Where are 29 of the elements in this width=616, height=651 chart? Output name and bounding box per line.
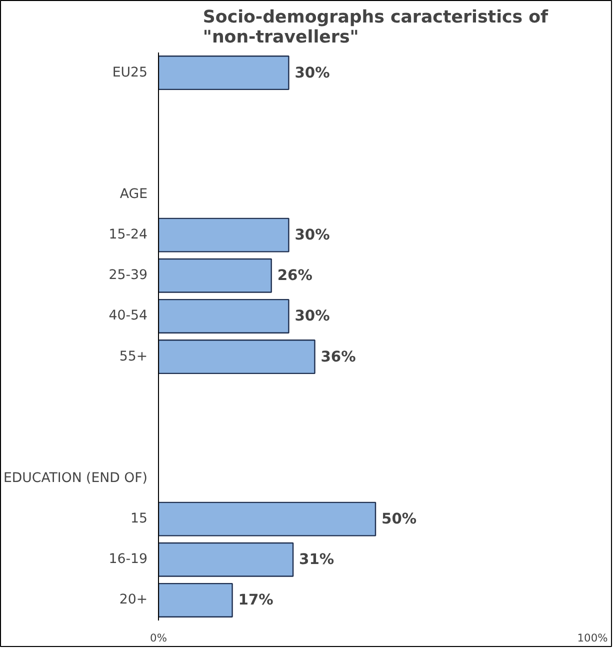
y-tick-label: 15-24 bbox=[108, 228, 148, 243]
y-tick-label: 40-54 bbox=[108, 308, 148, 324]
bar bbox=[158, 582, 233, 618]
bar bbox=[158, 258, 272, 293]
bar bbox=[158, 218, 290, 252]
y-tick-label: 16-19 bbox=[108, 552, 148, 568]
x-tick-label: 100% bbox=[577, 632, 608, 644]
y-tick-label: AGE bbox=[120, 187, 148, 202]
data-label: 31% bbox=[299, 551, 334, 568]
data-label: 17% bbox=[238, 592, 274, 609]
data-label: 30% bbox=[294, 64, 330, 82]
bar bbox=[158, 56, 290, 90]
y-tick-label: EU25 bbox=[112, 65, 148, 80]
bar bbox=[158, 542, 294, 577]
y-tick-label: 20+ bbox=[119, 592, 148, 608]
chart-title: Socio-demographs caracteristics of "non-travellers" bbox=[202, 8, 549, 48]
data-label: 36% bbox=[320, 348, 356, 366]
bar bbox=[158, 340, 316, 374]
y-tick-label: 15 bbox=[130, 512, 148, 527]
y-tick-label: EDUCATION (END OF) bbox=[3, 471, 148, 486]
data-label: 30% bbox=[294, 226, 330, 244]
data-label: 26% bbox=[277, 267, 313, 284]
bar bbox=[158, 502, 376, 536]
y-tick-label: 55+ bbox=[119, 349, 148, 364]
y-tick-label: 25-39 bbox=[108, 268, 148, 284]
x-tick-label: 0% bbox=[150, 632, 167, 644]
bar bbox=[158, 298, 290, 334]
data-label: 30% bbox=[294, 308, 330, 325]
data-label: 50% bbox=[382, 510, 417, 528]
